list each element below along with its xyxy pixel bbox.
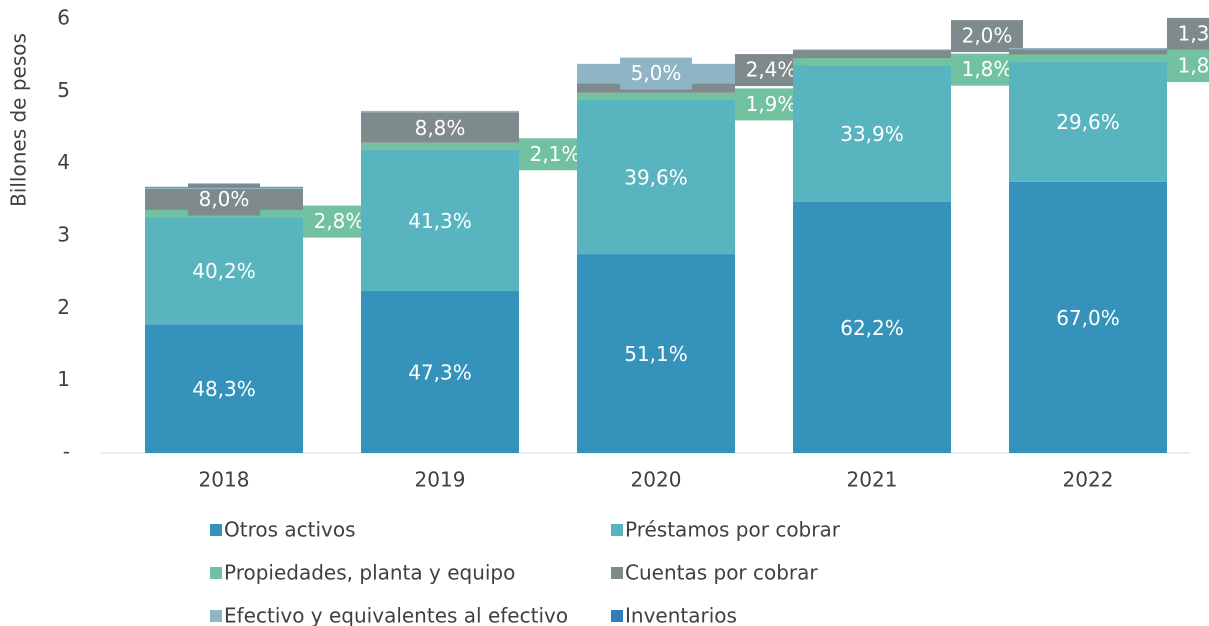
data-label: 41,3% xyxy=(408,209,472,233)
data-label: 39,6% xyxy=(624,166,688,190)
bar-segment xyxy=(577,254,735,453)
y-tick-label: 5 xyxy=(57,78,70,102)
legend-swatch xyxy=(611,524,623,536)
label-box xyxy=(620,57,692,90)
x-tick-label: 2021 xyxy=(847,468,898,492)
data-label: 1,3% xyxy=(1178,21,1209,45)
bar-segment xyxy=(1009,61,1167,182)
bar-segment xyxy=(793,58,951,66)
bar-segment xyxy=(1009,54,1167,62)
data-label: 8,0% xyxy=(199,187,250,211)
data-label: 47,3% xyxy=(408,360,472,384)
y-tick-label: - xyxy=(63,440,70,464)
y-tick-label: 6 xyxy=(57,6,70,30)
bar-segment xyxy=(145,186,303,188)
data-label: 2,0% xyxy=(962,24,1013,48)
legend-swatch xyxy=(210,610,222,622)
x-tick-label: 2020 xyxy=(631,468,682,492)
data-label: 67,0% xyxy=(1056,306,1120,330)
bar-segment xyxy=(577,100,735,255)
data-label: 8,8% xyxy=(415,116,466,140)
data-label: 40,2% xyxy=(192,259,256,283)
bar-segment xyxy=(793,49,951,51)
data-label: 5,0% xyxy=(631,61,682,85)
data-label: 1,9% xyxy=(746,92,797,116)
bar-segment xyxy=(145,217,303,325)
bar-segment xyxy=(1009,181,1167,453)
bar-segment xyxy=(361,110,519,113)
x-tick-label: 2018 xyxy=(199,468,250,492)
y-axis-label: Billones de pesos xyxy=(7,33,31,207)
y-tick-label: 3 xyxy=(57,223,70,247)
x-tick-label: 2019 xyxy=(415,468,466,492)
legend-label: Cuentas por cobrar xyxy=(625,561,818,585)
bar-segment xyxy=(793,65,951,203)
y-tick-label: 2 xyxy=(57,295,70,319)
bar-segment xyxy=(361,112,519,143)
legend-swatch xyxy=(611,567,623,579)
data-label: 62,2% xyxy=(840,316,904,340)
bar-segment xyxy=(361,290,519,453)
label-box xyxy=(1167,17,1209,50)
legend-label: Préstamos por cobrar xyxy=(625,518,841,542)
bar-segment xyxy=(577,92,735,101)
y-tick-label: 4 xyxy=(57,150,70,174)
bar-segment xyxy=(1009,49,1167,55)
y-tick-label: 1 xyxy=(57,367,70,391)
data-label: 2,1% xyxy=(530,142,581,166)
data-label: 51,1% xyxy=(624,342,688,366)
legend-label: Efectivo y equivalentes al efectivo xyxy=(224,604,568,626)
data-label: 2,8% xyxy=(314,209,365,233)
bar-segment xyxy=(361,142,519,150)
data-label: 1,8% xyxy=(962,57,1013,81)
data-label: 29,6% xyxy=(1056,110,1120,134)
legend-swatch xyxy=(611,610,623,622)
data-label: 1,8% xyxy=(1178,54,1209,78)
legend-swatch xyxy=(210,524,222,536)
data-label: 2,4% xyxy=(746,58,797,82)
bar-segment xyxy=(1009,47,1167,50)
x-tick-label: 2022 xyxy=(1063,468,1114,492)
bar-segment xyxy=(361,149,519,291)
data-label: 48,3% xyxy=(192,377,256,401)
label-box xyxy=(951,20,1023,53)
bar-segment xyxy=(145,324,303,453)
bar-segment xyxy=(793,202,951,453)
data-label: 33,9% xyxy=(840,122,904,146)
legend-swatch xyxy=(210,567,222,579)
bar-segment xyxy=(793,50,951,59)
bar-segment xyxy=(145,187,303,189)
legend-label: Propiedades, planta y equipo xyxy=(224,561,515,585)
legend-label: Otros activos xyxy=(224,518,356,542)
label-box xyxy=(1167,50,1209,83)
legend-label: Inventarios xyxy=(625,604,737,626)
